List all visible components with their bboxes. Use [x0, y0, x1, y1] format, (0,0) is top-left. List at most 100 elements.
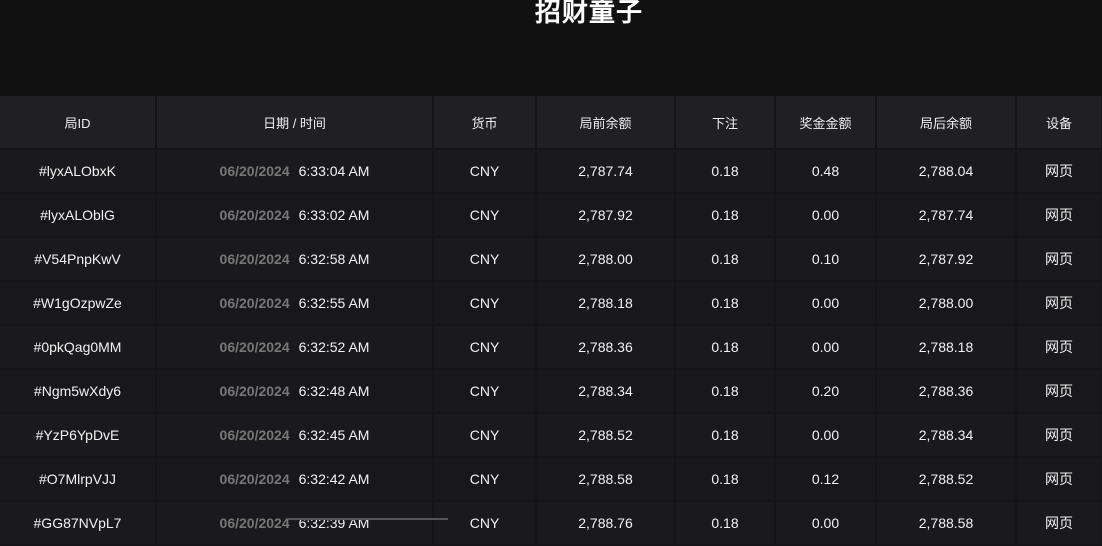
- cell-date-time: 06/20/2024 6:32:52 AM: [156, 325, 434, 370]
- cell-currency: CNY: [433, 457, 537, 502]
- time: 6:32:55 AM: [298, 295, 370, 311]
- cell-win-amount: 0.12: [775, 457, 877, 502]
- cell-currency: CNY: [433, 237, 537, 282]
- cell-balance-after: 2,787.92: [876, 237, 1017, 282]
- date: 06/20/2024: [219, 295, 290, 311]
- cell-round-id: #lyxALObxK: [0, 149, 157, 194]
- table-header: 局ID 日期 / 时间 货币 局前余额 下注 奖金金额 局后余额 设备: [0, 96, 1102, 150]
- cell-balance-after: 2,788.58: [876, 501, 1017, 546]
- cell-win-amount: 0.20: [775, 369, 877, 414]
- time: 6:32:42 AM: [298, 471, 370, 487]
- table-row[interactable]: #O7MlrpVJJ 06/20/2024 6:32:42 AM CNY 2,788.5…: [0, 457, 1102, 502]
- column-header-currency: 货币: [433, 96, 537, 150]
- cell-date-time: 06/20/2024 6:33:04 AM: [156, 149, 434, 194]
- column-header-balance-before: 局前余额: [536, 96, 676, 150]
- table-row[interactable]: #YzP6YpDvE 06/20/2024 6:32:45 AM CNY 2,788.5…: [0, 413, 1102, 458]
- cell-win-amount: 0.00: [775, 501, 877, 546]
- cell-currency: CNY: [433, 501, 537, 546]
- cell-balance-after: 2,788.18: [876, 325, 1017, 370]
- cell-balance-before: 2,788.76: [536, 501, 676, 546]
- cell-currency: CNY: [433, 193, 537, 238]
- date: 06/20/2024: [219, 163, 290, 179]
- cell-balance-after: 2,788.36: [876, 369, 1017, 414]
- cell-bet: 0.18: [675, 325, 776, 370]
- cell-bet: 0.18: [675, 413, 776, 458]
- cell-win-amount: 0.10: [775, 237, 877, 282]
- cell-device: 网页: [1016, 457, 1102, 502]
- cell-balance-before: 2,788.18: [536, 281, 676, 326]
- table-row[interactable]: #GG87NVpL7 06/20/2024 6:32:39 AM CNY 2,788.7…: [0, 501, 1102, 546]
- column-header-device: 设备: [1016, 96, 1102, 150]
- cell-win-amount: 0.48: [775, 149, 877, 194]
- table-row[interactable]: #W1gOzpwZe 06/20/2024 6:32:55 AM CNY 2,788.1…: [0, 281, 1102, 326]
- cell-bet: 0.18: [675, 457, 776, 502]
- date: 06/20/2024: [219, 515, 290, 531]
- horizontal-scrollbar[interactable]: [288, 518, 448, 520]
- history-table: 局ID 日期 / 时间 货币 局前余额 下注 奖金金额 局后余额 设备 #lyxALObxK 0…: [0, 96, 1102, 546]
- cell-currency: CNY: [433, 413, 537, 458]
- date: 06/20/2024: [219, 427, 290, 443]
- column-header-balance-after: 局后余额: [876, 96, 1017, 150]
- cell-round-id: #W1gOzpwZe: [0, 281, 157, 326]
- cell-date-time: 06/20/2024 6:32:45 AM: [156, 413, 434, 458]
- cell-device: 网页: [1016, 237, 1102, 282]
- cell-win-amount: 0.00: [775, 281, 877, 326]
- table-row[interactable]: #lyxALOblG 06/20/2024 6:33:02 AM CNY 2,787.9…: [0, 193, 1102, 238]
- cell-balance-after: 2,788.00: [876, 281, 1017, 326]
- cell-date-time: 06/20/2024 6:32:39 AM: [156, 501, 434, 546]
- column-header-bet: 下注: [675, 96, 776, 150]
- time: 6:32:52 AM: [298, 339, 370, 355]
- cell-round-id: #Ngm5wXdy6: [0, 369, 157, 414]
- cell-bet: 0.18: [675, 237, 776, 282]
- cell-date-time: 06/20/2024 6:32:42 AM: [156, 457, 434, 502]
- cell-device: 网页: [1016, 281, 1102, 326]
- column-header-win-amount: 奖金金额: [775, 96, 877, 150]
- cell-balance-before: 2,788.34: [536, 369, 676, 414]
- cell-balance-before: 2,787.74: [536, 149, 676, 194]
- date: 06/20/2024: [219, 471, 290, 487]
- cell-bet: 0.18: [675, 281, 776, 326]
- cell-device: 网页: [1016, 325, 1102, 370]
- cell-round-id: #V54PnpKwV: [0, 237, 157, 282]
- cell-balance-before: 2,788.00: [536, 237, 676, 282]
- cell-round-id: #lyxALOblG: [0, 193, 157, 238]
- cell-currency: CNY: [433, 149, 537, 194]
- date: 06/20/2024: [219, 207, 290, 223]
- cell-date-time: 06/20/2024 6:32:48 AM: [156, 369, 434, 414]
- cell-bet: 0.18: [675, 369, 776, 414]
- table-row[interactable]: #Ngm5wXdy6 06/20/2024 6:32:48 AM CNY 2,788.3…: [0, 369, 1102, 414]
- cell-date-time: 06/20/2024 6:33:02 AM: [156, 193, 434, 238]
- cell-win-amount: 0.00: [775, 413, 877, 458]
- cell-balance-before: 2,788.52: [536, 413, 676, 458]
- cell-currency: CNY: [433, 325, 537, 370]
- cell-round-id: #YzP6YpDvE: [0, 413, 157, 458]
- cell-win-amount: 0.00: [775, 193, 877, 238]
- column-header-round-id: 局ID: [0, 96, 157, 150]
- cell-round-id: #0pkQag0MM: [0, 325, 157, 370]
- cell-device: 网页: [1016, 193, 1102, 238]
- table-row[interactable]: #lyxALObxK 06/20/2024 6:33:04 AM CNY 2,787.7…: [0, 149, 1102, 194]
- column-header-date-time: 日期 / 时间: [156, 96, 434, 150]
- cell-date-time: 06/20/2024 6:32:58 AM: [156, 237, 434, 282]
- cell-round-id: #O7MlrpVJJ: [0, 457, 157, 502]
- table-row[interactable]: #0pkQag0MM 06/20/2024 6:32:52 AM CNY 2,788.3…: [0, 325, 1102, 370]
- cell-balance-after: 2,788.04: [876, 149, 1017, 194]
- cell-device: 网页: [1016, 149, 1102, 194]
- cell-currency: CNY: [433, 369, 537, 414]
- cell-balance-after: 2,787.74: [876, 193, 1017, 238]
- cell-currency: CNY: [433, 281, 537, 326]
- time: 6:32:48 AM: [298, 383, 370, 399]
- cell-date-time: 06/20/2024 6:32:55 AM: [156, 281, 434, 326]
- cell-balance-before: 2,787.92: [536, 193, 676, 238]
- cell-win-amount: 0.00: [775, 325, 877, 370]
- time: 6:32:45 AM: [298, 427, 370, 443]
- date: 06/20/2024: [219, 251, 290, 267]
- table-row[interactable]: #V54PnpKwV 06/20/2024 6:32:58 AM CNY 2,788.0…: [0, 237, 1102, 282]
- time: 6:32:58 AM: [298, 251, 370, 267]
- cell-device: 网页: [1016, 413, 1102, 458]
- page-title: 招财童子: [534, 0, 643, 27]
- cell-bet: 0.18: [675, 149, 776, 194]
- cell-balance-before: 2,788.58: [536, 457, 676, 502]
- date: 06/20/2024: [219, 383, 290, 399]
- time: 6:33:02 AM: [298, 207, 370, 223]
